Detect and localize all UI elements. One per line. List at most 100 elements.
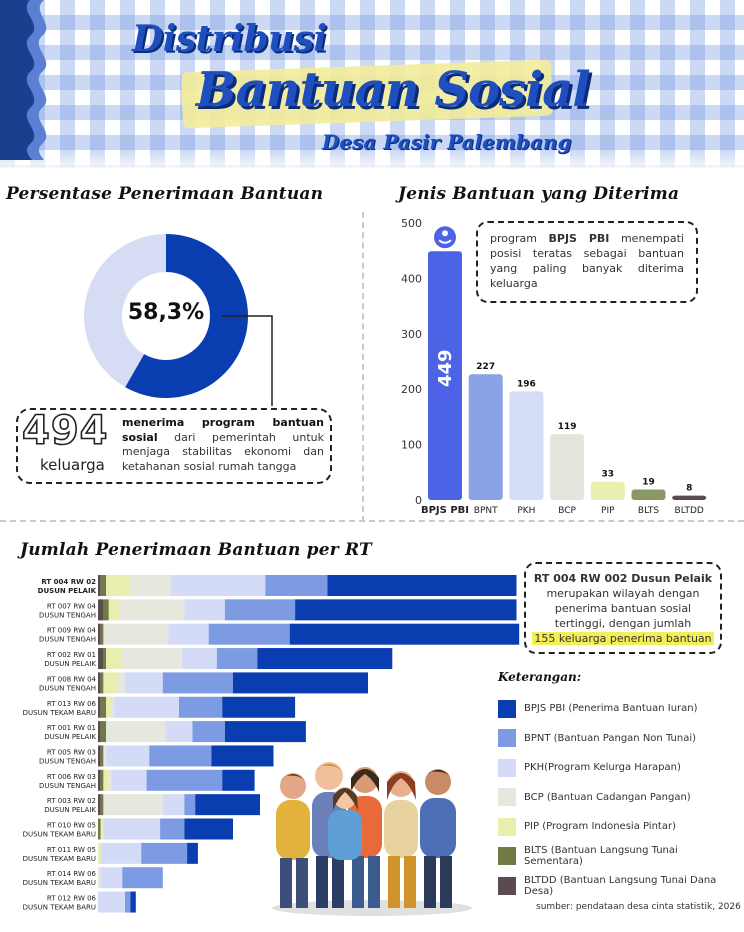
- rt-segment-pkh: [168, 623, 209, 645]
- rt-label-line2: DUSUN TEKAM BARU: [23, 831, 96, 839]
- rt-segment-blts: [100, 623, 104, 645]
- summary-box: [16, 408, 332, 484]
- legend-swatch: [498, 699, 516, 718]
- rt-segment-pkh: [103, 818, 161, 840]
- rt-segment-bltdd: [98, 648, 104, 670]
- rt-segment-bpjs-pbi: [233, 672, 368, 694]
- data-label: 33: [602, 470, 615, 480]
- y-tick-label: 100: [401, 439, 422, 452]
- rt-segment-bcp: [103, 623, 169, 645]
- people-group-illustration: [272, 762, 472, 916]
- rt-segment-bcp: [111, 696, 115, 718]
- bar-pip: [590, 481, 625, 500]
- legend-swatch: [498, 729, 516, 748]
- rt-segment-pip: [103, 672, 117, 694]
- legend-label: PKH(Program Kelurga Harapan): [524, 762, 681, 774]
- rt-segment-pip: [103, 769, 109, 791]
- hand-heart-icon-dot: [442, 230, 448, 237]
- legend-item-bpnt: BPNT (Bantuan Pangan Non Tunai): [498, 724, 738, 754]
- rt-segment-pkh: [170, 575, 266, 596]
- data-label: 8: [686, 484, 692, 494]
- subtitle: Desa Pasir Palembang: [322, 130, 572, 154]
- wavy-ribbon-decoration: [0, 0, 47, 160]
- data-label: 227: [476, 362, 495, 372]
- rt-segment-bltdd: [98, 721, 101, 743]
- rt-segment-bpjs-pbi: [295, 599, 517, 621]
- legend-item-pkh: PKH(Program Kelurga Harapan): [498, 753, 738, 783]
- rt-label-line1: RT 008 RW 04: [47, 675, 97, 683]
- hand-heart-icon-stroke: [438, 239, 452, 244]
- types-note-box: program BPJS PBI menempati posisi terata…: [476, 221, 698, 303]
- rt-segment-bpnt: [208, 623, 290, 645]
- rt-label-line1: RT 003 RW 02: [47, 797, 96, 805]
- rt-segment-blts: [100, 672, 104, 694]
- bar-pkh: [509, 391, 544, 500]
- legend-label: PIP (Program Indonesia Pintar): [524, 821, 676, 833]
- bar-blts: [631, 489, 666, 500]
- rt-segment-pkh: [98, 891, 125, 913]
- rt-segment-bltdd: [98, 575, 101, 596]
- donut-percentage-label: 58,3%: [127, 300, 205, 325]
- rt-segment-bpnt: [179, 696, 223, 718]
- horizontal-divider: [0, 520, 744, 522]
- legend-swatch: [498, 817, 516, 836]
- rt-label-line2: DUSUN TEKAM BARU: [23, 904, 96, 912]
- legend-item-bcp: BCP (Bantuan Cadangan Pangan): [498, 783, 738, 813]
- callout-title: RT 004 RW 002 Dusun Pelaik: [533, 572, 713, 585]
- rt-segment-bpnt: [125, 891, 131, 913]
- rt-segment-bpjs-pbi: [257, 648, 393, 670]
- rt-segment-bpjs-pbi: [184, 818, 233, 840]
- rt-label-line2: DUSUN TENGAH: [39, 636, 96, 644]
- rt-segment-pip: [100, 818, 104, 840]
- y-tick-label: 300: [401, 328, 422, 341]
- rt-segment-bpjs-pbi: [222, 696, 296, 718]
- rt-segment-blts: [100, 696, 107, 718]
- rt-segment-bpjs-pbi: [130, 891, 136, 913]
- rt-segment-bpnt: [162, 672, 233, 694]
- rt-segment-bltdd: [98, 696, 101, 718]
- y-tick-label: 500: [401, 217, 422, 230]
- rt-segment-bpnt: [192, 721, 225, 743]
- rt-segment-bpnt: [265, 575, 328, 596]
- rt-label-line1: RT 002 RW 01: [47, 651, 96, 659]
- rt-label-line2: DUSUN TENGAH: [39, 757, 96, 765]
- types-note-bold: BPJS PBI: [548, 232, 610, 245]
- rt-label-line1: RT 006 RW 03: [47, 773, 96, 781]
- rt-label-line1: RT 011 RW 05: [47, 846, 96, 854]
- rt-label-line2: DUSUN TENGAH: [39, 684, 96, 692]
- donut-slice-1: [84, 234, 166, 388]
- rt-label-line1: RT 004 RW 02: [41, 578, 96, 586]
- rt-segment-blts: [103, 599, 109, 621]
- legend-title: Keterangan:: [498, 670, 582, 684]
- x-tick-label: PIP: [601, 506, 615, 516]
- rt-segment-bltdd: [98, 769, 101, 791]
- source-note: sumber: pendataan desa cinta statistik, …: [536, 902, 741, 912]
- rt-label-line2: DUSUN TEKAM BARU: [23, 879, 96, 887]
- rt-label-line2: DUSUN TENGAH: [39, 782, 96, 790]
- callout-highlight: 155 keluarga penerima bantuan: [532, 632, 714, 645]
- types-note-post: menempati posisi teratas sebagai bantuan…: [490, 232, 684, 290]
- legend-label: BPJS PBI (Penerima Bantuan Iuran): [524, 703, 698, 715]
- legend-item-bpjs-pbi: BPJS PBI (Penerima Bantuan Iuran): [498, 694, 738, 724]
- rt-segment-bpjs-pbi: [327, 575, 517, 596]
- section-title-types: Jenis Bantuan yang Diterima: [398, 184, 680, 204]
- summary-description-bold: menerima program bantuan sosial: [122, 416, 324, 444]
- legend-swatch: [498, 847, 516, 866]
- rt-segment-pkh: [106, 745, 150, 767]
- assistance-types-bar-chart: 0 100 200 300 400 500 BPJS PBI 449 BPNT 227 PKH 196…: [401, 217, 707, 516]
- rt-segment-bpnt: [160, 818, 185, 840]
- x-tick-label: BCP: [558, 506, 576, 516]
- rt-segment-pip: [106, 575, 131, 596]
- rt-segment-bpjs-pbi: [289, 623, 520, 645]
- rt-segment-pkh: [184, 599, 225, 621]
- rt-segment-blts: [98, 818, 101, 840]
- recipient-count: 494: [21, 407, 109, 455]
- legend-item-blts: BLTS (Bantuan Langsung Tunai Sementara): [498, 842, 738, 872]
- legend: BPJS PBI (Penerima Bantuan Iuran) BPNT (B…: [498, 694, 738, 901]
- data-label-bpjs-pbi: 449: [435, 349, 456, 387]
- x-tick-label: BLTS: [638, 506, 659, 516]
- rt-label-line1: RT 012 RW 06: [47, 895, 97, 903]
- rt-segment-pkh: [165, 721, 193, 743]
- bar-bcp: [550, 434, 585, 500]
- title-line-1: Distribusi: [132, 18, 327, 60]
